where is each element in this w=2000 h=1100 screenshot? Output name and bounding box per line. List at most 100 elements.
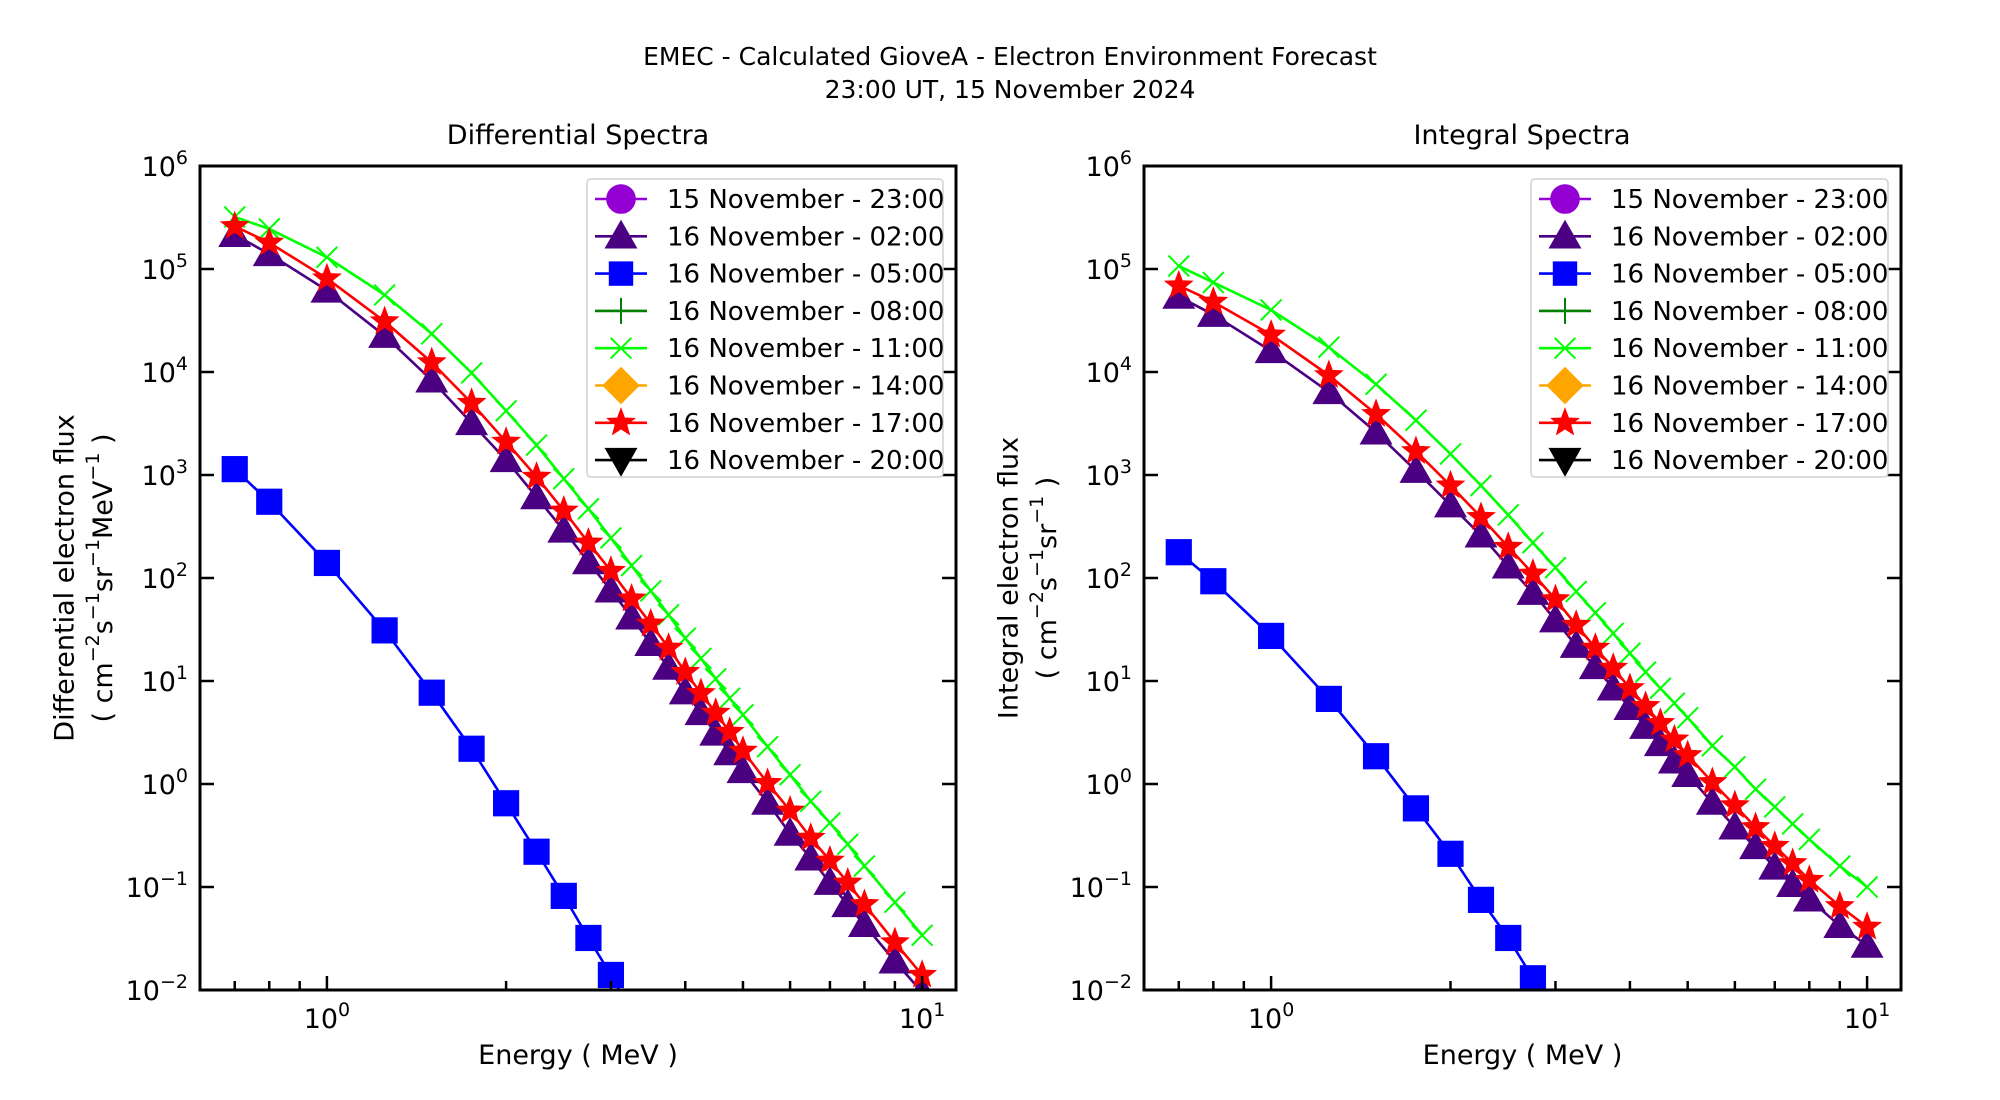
- legend-item[interactable]: 16 November - 14:00: [1539, 366, 1888, 405]
- integral-data-point: [1361, 398, 1391, 427]
- legend-label: 16 November - 14:00: [667, 372, 944, 402]
- differential-y-axis-units: ( cm−2s−1sr−1MeV−1 ): [82, 433, 119, 722]
- differential-series-4: [223, 205, 934, 947]
- differential-data-point: [620, 554, 643, 577]
- legend-marker-triangle-up-icon: [604, 219, 638, 249]
- legend-item[interactable]: 16 November - 05:00: [1539, 260, 1888, 290]
- legend-label: 16 November - 08:00: [667, 297, 944, 327]
- integral-data-point: [1697, 766, 1728, 795]
- differential-data-point: [221, 456, 248, 483]
- legend-marker-triangle-up-icon: [1548, 219, 1582, 249]
- integral-data-point: [1521, 531, 1545, 554]
- integral-data-point: [1404, 409, 1428, 432]
- differential-data-point: [548, 494, 579, 524]
- differential-data-point: [778, 763, 802, 786]
- legend-item[interactable]: 16 November - 11:00: [595, 334, 944, 364]
- legend-item[interactable]: 16 November - 05:00: [595, 260, 944, 290]
- integral-data-point: [1202, 271, 1225, 294]
- figure-title-line1: EMEC - Calculated GioveA - Electron Envi…: [643, 42, 1377, 71]
- legend-item[interactable]: 16 November - 20:00: [595, 446, 944, 477]
- integral-data-point: [1645, 707, 1676, 736]
- differential-data-point: [685, 677, 716, 707]
- integral-data-point: [1792, 882, 1826, 912]
- legend-marker-triangle-down-icon: [1548, 447, 1582, 477]
- integral-data-point: [1719, 789, 1750, 819]
- legend-marker-x-icon: [609, 337, 633, 360]
- legend-item[interactable]: 16 November - 20:00: [1539, 446, 1888, 477]
- legend-label: 15 November - 23:00: [1611, 185, 1888, 215]
- integral-data-point: [1701, 734, 1724, 757]
- legend-marker-x-icon: [1553, 337, 1577, 360]
- integral-ytick-label: 102: [1086, 559, 1132, 595]
- legend-item[interactable]: 15 November - 23:00: [595, 184, 944, 215]
- differential-legend-box: [586, 178, 944, 478]
- integral-data-point: [1672, 739, 1703, 769]
- integral-data-point: [1466, 501, 1496, 530]
- integral-data-point: [1580, 632, 1611, 661]
- legend-item[interactable]: 16 November - 17:00: [595, 407, 944, 439]
- integral-plot-area: [1162, 254, 1884, 990]
- differential-data-point: [371, 617, 398, 644]
- integral-data-point: [1516, 576, 1550, 605]
- legend-marker-square-icon: [608, 261, 634, 286]
- legend-marker-plus-icon: [608, 297, 634, 324]
- legend-item[interactable]: 15 November - 23:00: [1539, 184, 1888, 215]
- integral-data-point: [1776, 868, 1810, 898]
- differential-data-point: [458, 735, 485, 762]
- differential-data-point: [491, 426, 522, 455]
- legend-item[interactable]: 16 November - 02:00: [595, 219, 944, 253]
- legend-item[interactable]: 16 November - 11:00: [1539, 334, 1888, 364]
- differential-data-point: [313, 549, 341, 577]
- integral-data-point: [1759, 830, 1790, 859]
- differential-data-point: [634, 627, 668, 656]
- differential-data-point: [689, 647, 713, 670]
- legend-marker-circle-icon: [1550, 184, 1580, 214]
- differential-data-point: [520, 480, 554, 510]
- integral-x-axis-label: Energy ( MeV ): [1423, 1040, 1623, 1071]
- differential-ytick-label: 105: [142, 250, 188, 286]
- integral-data-point: [1434, 488, 1467, 518]
- integral-y-axis-label: Integral electron flux: [994, 437, 1025, 719]
- differential-data-point: [853, 854, 876, 878]
- legend-item[interactable]: 16 November - 08:00: [595, 297, 944, 327]
- differential-data-point: [493, 790, 520, 817]
- differential-data-point: [489, 443, 523, 473]
- differential-data-point: [652, 650, 686, 680]
- differential-data-point: [311, 262, 342, 292]
- differential-ytick-label: 102: [142, 559, 188, 595]
- legend-marker-plus-icon: [1552, 297, 1578, 324]
- differential-ytick-label: 103: [142, 456, 188, 492]
- legend-item[interactable]: 16 November - 02:00: [1539, 219, 1888, 253]
- integral-data-point: [1598, 652, 1629, 681]
- integral-data-point: [1200, 568, 1227, 595]
- integral-data-point: [1493, 531, 1524, 560]
- integral-data-point: [1823, 909, 1857, 939]
- differential-data-point: [814, 844, 845, 874]
- differential-x-axis-label: Energy ( MeV ): [478, 1040, 678, 1071]
- integral-data-point: [1399, 454, 1433, 483]
- integral-legend: 15 November - 23:00 16 November - 02:00 16…: [1530, 178, 1889, 478]
- integral-data-point: [1855, 875, 1879, 899]
- legend-item[interactable]: 16 November - 17:00: [1539, 407, 1888, 439]
- integral-data-point: [1676, 706, 1699, 729]
- differential-series-2: [221, 456, 625, 990]
- integral-data-point: [1763, 795, 1786, 818]
- integral-data-point: [1561, 609, 1592, 638]
- differential-data-point: [726, 754, 760, 784]
- differential-data-point: [550, 882, 577, 909]
- integral-data-point: [1312, 375, 1346, 405]
- differential-spectra-panel: Differential Spectra 10−2 10−1 100 101 102 10…: [50, 120, 958, 1071]
- integral-data-point: [1254, 334, 1288, 364]
- legend-item[interactable]: 16 November - 08:00: [1539, 297, 1888, 327]
- integral-spectra-title: Integral Spectra: [1413, 120, 1630, 151]
- differential-data-point: [818, 811, 842, 834]
- legend-item[interactable]: 16 November - 14:00: [595, 366, 944, 405]
- integral-data-point: [1794, 864, 1825, 893]
- differential-ytick-label: 10−2: [126, 971, 188, 1007]
- integral-data-point: [1400, 435, 1431, 464]
- differential-xtick-label: 100: [304, 999, 350, 1035]
- legend-label: 16 November - 05:00: [1611, 260, 1888, 290]
- differential-ytick-label: 101: [142, 662, 188, 698]
- differential-ytick-label: 106: [142, 147, 188, 183]
